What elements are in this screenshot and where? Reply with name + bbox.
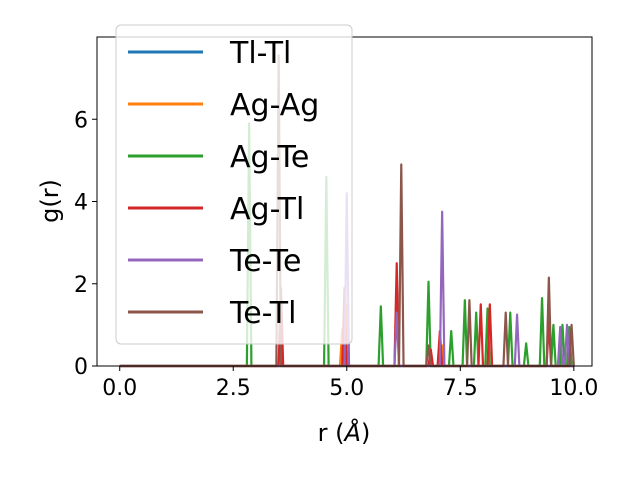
legend-label: Ag-Tl <box>230 192 304 227</box>
legend-label: Ag-Ag <box>230 88 319 123</box>
axis-ticks: 0.0 2.5 5.0 7.5 10.0 0 2 4 6 <box>74 108 598 401</box>
legend-label: Tl-Tl <box>229 36 291 71</box>
x-tick-label: 2.5 <box>216 376 251 401</box>
x-tick-label: 5.0 <box>329 376 364 401</box>
x-tick-label: 10.0 <box>549 376 598 401</box>
y-axis-label: g(r) <box>36 179 64 223</box>
legend-label: Ag-Te <box>230 140 309 175</box>
y-tick-label: 4 <box>74 191 88 216</box>
y-tick-label: 0 <box>74 355 88 380</box>
y-tick-label: 2 <box>74 273 88 298</box>
legend-label: Te-Te <box>229 244 301 279</box>
x-tick-label: 7.5 <box>443 376 478 401</box>
y-tick-label: 6 <box>74 108 88 133</box>
legend-label: Te-Tl <box>229 296 296 331</box>
legend: Tl-Tl Ag-Ag Ag-Te Ag-Tl Te-Te Te-Tl <box>115 24 353 345</box>
x-tick-label: 0.0 <box>102 376 137 401</box>
x-axis-label: r (Å) <box>318 418 371 447</box>
